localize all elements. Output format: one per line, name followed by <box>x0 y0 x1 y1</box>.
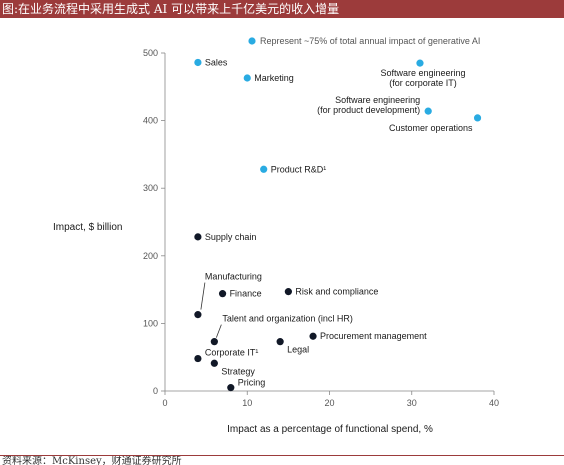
data-point <box>424 107 432 115</box>
x-tick-label: 30 <box>407 398 417 408</box>
label-leader-line <box>200 282 206 310</box>
source-note: 资料来源：McKinsey，财通证券研究所 <box>0 455 564 465</box>
data-label: Sales <box>205 57 228 67</box>
label-leader-line <box>215 324 222 338</box>
data-label: Corporate IT¹ <box>205 348 259 358</box>
data-point <box>194 58 202 67</box>
data-label-line: Manufacturing <box>205 272 262 282</box>
x-tick-label: 0 <box>162 398 167 408</box>
y-tick-label: 0 <box>153 386 158 396</box>
data-label: Product R&D¹ <box>271 164 327 174</box>
data-label-line: Talent and organization (incl HR) <box>222 314 353 324</box>
data-label-line: Product R&D¹ <box>271 164 327 174</box>
x-tick-label: 20 <box>324 398 334 408</box>
data-label: Manufacturing <box>205 272 262 282</box>
y-axis-title: Impact, $ billion <box>53 222 122 233</box>
x-tick-label: 40 <box>489 398 499 408</box>
data-label-line: Supply chain <box>205 232 257 242</box>
data-label-line: Strategy <box>221 366 255 376</box>
data-point <box>276 338 284 346</box>
data-point <box>194 311 202 319</box>
data-label-line: Finance <box>230 289 262 299</box>
data-label-line: (for product development) <box>317 105 420 115</box>
data-label: Pricing <box>238 378 266 388</box>
data-label-line: Marketing <box>254 73 294 83</box>
data-point <box>309 332 317 340</box>
data-label: Supply chain <box>205 232 257 242</box>
x-axis-title: Impact as a percentage of functional spe… <box>227 424 433 435</box>
data-label: Finance <box>230 289 262 299</box>
data-points <box>194 58 482 392</box>
x-tick-label: 10 <box>242 398 252 408</box>
data-label-line: Risk and compliance <box>295 287 378 297</box>
data-label: Software engineering (for product develop… <box>317 95 420 115</box>
chart-legend: Represent ~75% of total annual impact of… <box>248 36 480 46</box>
data-label-line: Corporate IT¹ <box>205 348 259 358</box>
data-label-line: Software engineering <box>380 68 465 78</box>
y-tick-label: 300 <box>143 183 158 193</box>
data-label-line: Legal <box>287 345 309 355</box>
data-point <box>243 74 251 82</box>
data-label-line: Software engineering <box>335 95 420 105</box>
data-label: Software engineering (for corporate IT) <box>380 68 465 88</box>
data-point <box>210 359 218 367</box>
data-label: Risk and compliance <box>295 287 378 297</box>
data-label: Legal <box>287 345 309 355</box>
data-label: Strategy <box>221 366 255 376</box>
data-label-line: Procurement management <box>320 331 427 341</box>
data-label-line: Sales <box>205 57 228 67</box>
data-label-line: Pricing <box>238 378 266 388</box>
y-tick-label: 200 <box>143 251 158 261</box>
data-point <box>473 114 482 122</box>
data-point <box>210 338 218 346</box>
legend-marker <box>248 37 256 45</box>
y-tick-label: 400 <box>143 116 158 126</box>
data-label: Marketing <box>254 73 294 83</box>
data-point <box>260 165 268 173</box>
data-label-line: (for corporate IT) <box>389 78 457 88</box>
data-point <box>218 290 227 298</box>
data-label-line: Customer operations <box>389 123 473 133</box>
figure-title-banner: 图:在业务流程中采用生成式 AI 可以带来上千亿美元的收入增量 <box>0 0 564 18</box>
data-point <box>194 354 202 363</box>
y-tick-label: 100 <box>143 318 158 328</box>
data-point <box>227 384 235 392</box>
data-label: Customer operations <box>389 123 473 133</box>
chart-axes: 0 100 200 300 400 500 0 10 20 30 40 <box>143 48 499 408</box>
legend-label: Represent ~75% of total annual impact of… <box>260 36 480 46</box>
data-point <box>194 233 202 241</box>
y-tick-label: 500 <box>143 48 158 58</box>
data-label: Procurement management <box>320 331 427 341</box>
data-point <box>416 59 424 67</box>
data-label: Talent and organization (incl HR) <box>222 314 353 324</box>
data-point <box>284 288 292 296</box>
